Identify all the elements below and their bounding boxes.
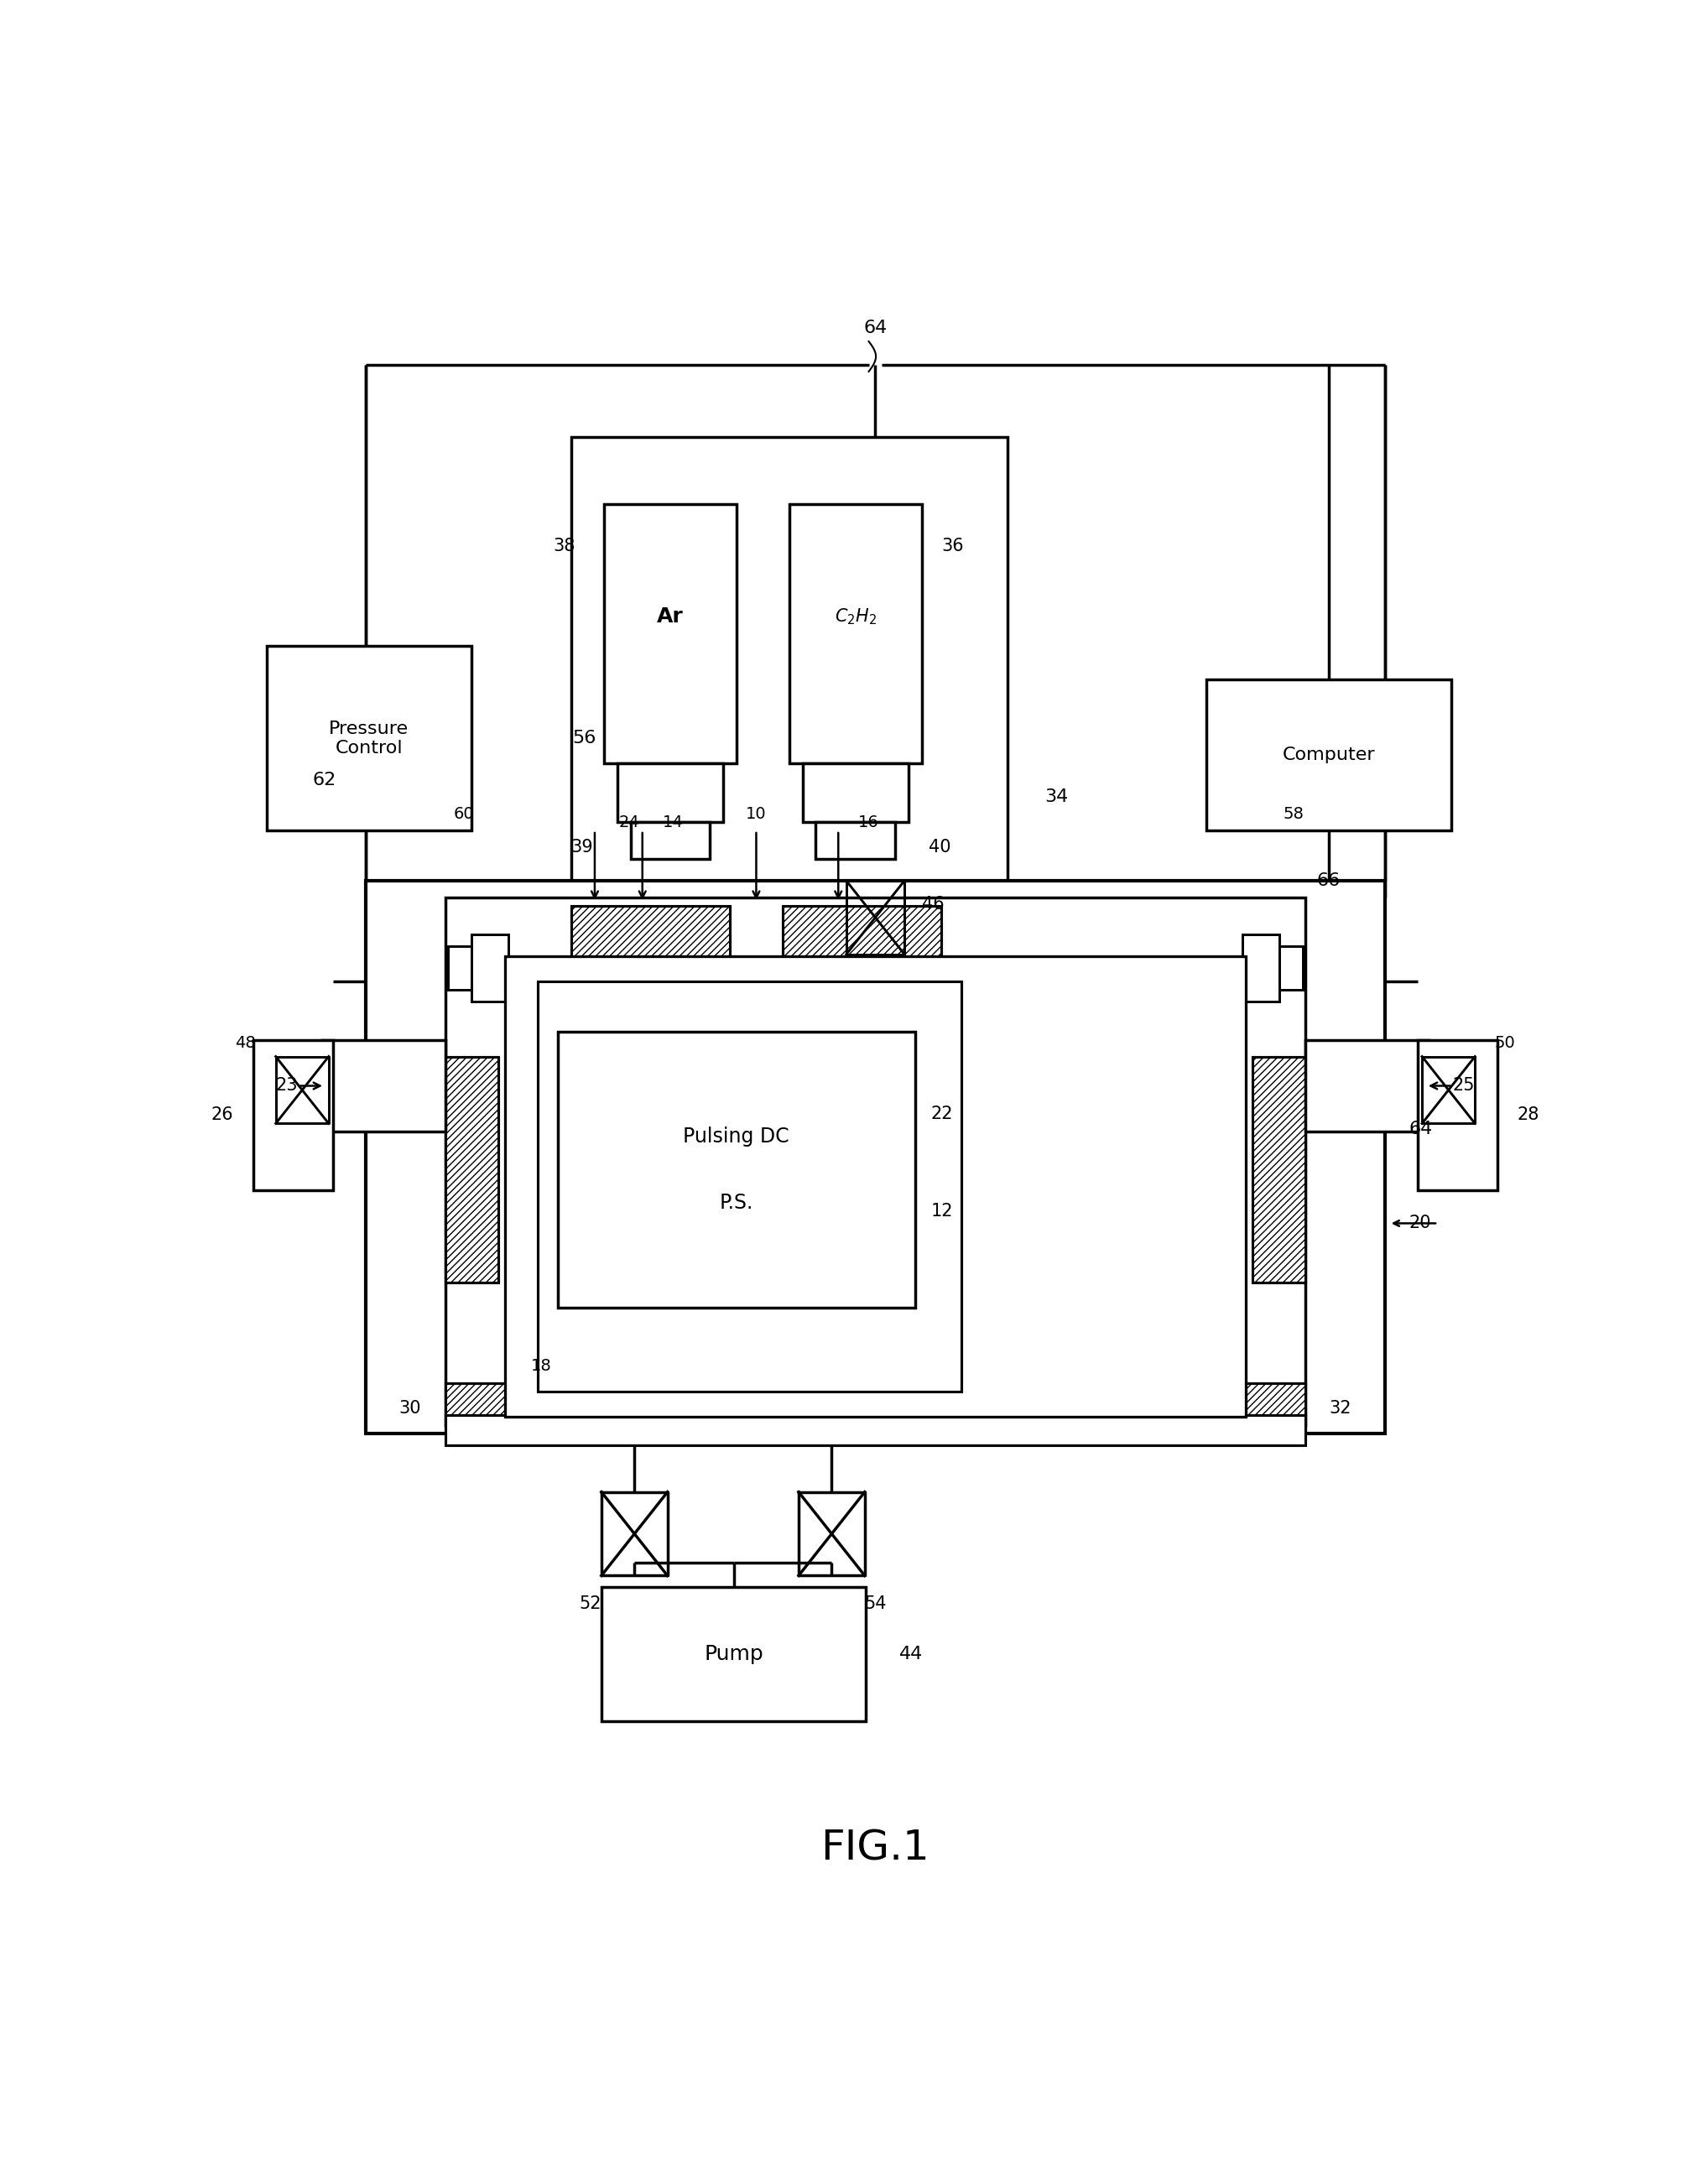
Bar [630,822,711,859]
Bar [1305,1040,1428,1131]
Bar [601,1588,866,1720]
Text: 40: 40 [929,840,951,855]
Bar [1206,679,1452,831]
Text: 34: 34 [1045,790,1069,805]
Text: 58: 58 [1283,805,1305,822]
Text: 38: 38 [553,537,576,555]
Text: 66: 66 [1317,872,1341,890]
Bar [253,1040,333,1190]
Text: 24: 24 [618,813,639,831]
Text: Pulsing DC: Pulsing DC [683,1127,789,1146]
Text: 14: 14 [663,813,683,831]
Bar [506,957,1247,1416]
Text: Ar: Ar [658,607,683,626]
Text: 22: 22 [931,1105,953,1122]
Bar [366,881,1385,1433]
Text: $C_2H_2$: $C_2H_2$ [835,607,876,626]
Bar [1240,1383,1305,1433]
Bar [1242,935,1279,1000]
Text: 56: 56 [572,731,596,746]
Text: 60: 60 [453,805,475,822]
Text: 48: 48 [236,1035,256,1051]
Text: P.S.: P.S. [719,1192,753,1214]
Bar [605,505,736,763]
Text: 10: 10 [746,805,767,822]
Bar [446,898,1305,1425]
Bar [803,763,909,822]
Bar [570,437,1008,898]
Bar [570,905,729,981]
Text: 12: 12 [931,1203,953,1220]
Bar [782,905,941,981]
Text: 39: 39 [570,840,593,855]
Bar [266,646,471,831]
Bar [816,822,895,859]
Text: 62: 62 [313,772,336,790]
Text: 28: 28 [1517,1107,1539,1124]
Text: 64: 64 [864,320,886,337]
Bar [446,1383,511,1433]
Bar [789,505,922,763]
Bar [323,1040,446,1131]
Text: 64: 64 [1409,1120,1433,1138]
Text: 25: 25 [1452,1077,1474,1094]
Text: 26: 26 [212,1107,234,1124]
Text: Pressure
Control: Pressure Control [330,720,408,757]
Text: 54: 54 [864,1596,886,1612]
Bar [446,1057,499,1283]
Text: 30: 30 [400,1401,422,1416]
Bar [446,1416,1305,1444]
Bar [617,763,722,822]
Text: Pump: Pump [704,1644,763,1664]
Bar [471,935,509,1000]
Text: 50: 50 [1494,1035,1515,1051]
Bar [1418,1040,1498,1190]
Text: FIG.1: FIG.1 [822,1829,929,1868]
Text: 32: 32 [1329,1401,1351,1416]
Bar [538,981,962,1392]
Text: 52: 52 [579,1596,601,1612]
Text: 16: 16 [857,813,880,831]
Text: 23: 23 [277,1077,299,1094]
Text: 18: 18 [531,1359,552,1375]
Bar [557,1031,915,1307]
Bar [447,946,471,990]
Text: 44: 44 [898,1646,922,1662]
Text: Computer: Computer [1283,746,1375,763]
Text: 46: 46 [922,896,945,913]
Text: 36: 36 [941,537,963,555]
Bar [1279,946,1303,990]
Text: 20: 20 [1409,1216,1431,1231]
Bar [1252,1057,1305,1283]
